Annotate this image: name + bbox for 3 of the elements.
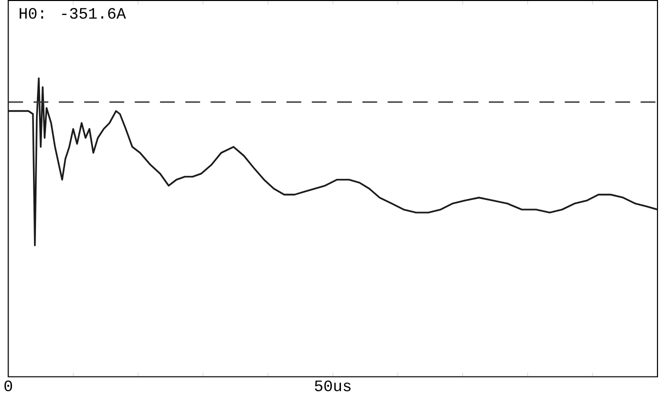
x-tick-label: 0 [4,380,12,392]
text: H0: -351.6A [20,8,126,19]
x-tick-label: 50us [314,380,351,392]
